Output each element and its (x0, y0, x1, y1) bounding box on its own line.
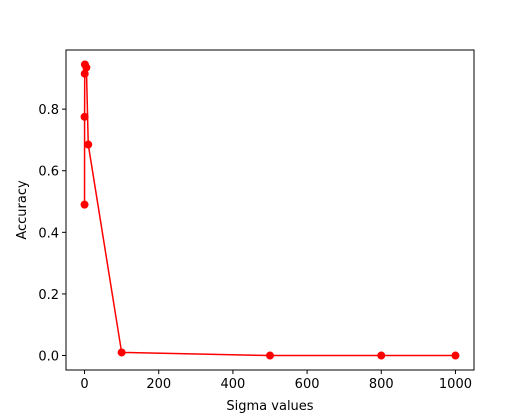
point (451, 351, 460, 360)
y-tick-label: 0.0 (38, 350, 59, 365)
point (84, 140, 93, 149)
x-tick-label: 600 (295, 377, 320, 392)
point (82, 63, 91, 72)
y-tick-label: 0.8 (38, 103, 59, 118)
x-tick-label: 0 (80, 377, 88, 392)
point (266, 351, 274, 360)
point (80, 200, 89, 209)
x-axis-label: Sigma values (226, 399, 313, 414)
x-tick-label: 800 (369, 377, 394, 392)
point (80, 69, 89, 78)
point (80, 112, 89, 121)
y-tick-label: 0.6 (38, 165, 59, 180)
line (83, 64, 456, 357)
y-tick-label: 0.4 (38, 226, 59, 241)
y-tick-label: 0.2 (38, 288, 59, 303)
plot-frame (65, 49, 475, 371)
point (377, 351, 386, 360)
x-tick-label: 400 (220, 377, 245, 392)
y-axis-label: Accuracy (15, 180, 30, 240)
x-tick-label: 1000 (439, 377, 472, 392)
x-tick-label: 200 (146, 377, 171, 392)
point (117, 348, 126, 357)
